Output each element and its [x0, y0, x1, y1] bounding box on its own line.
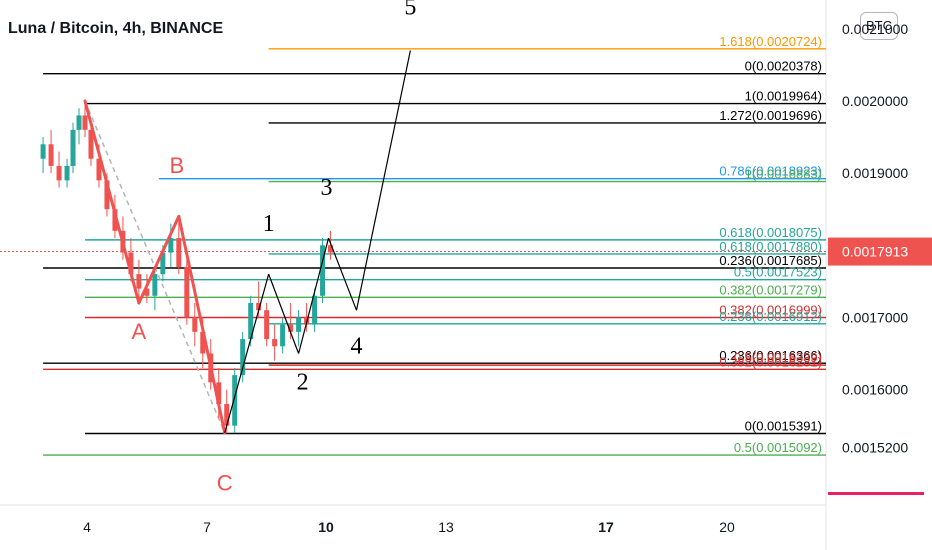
candle-body — [70, 129, 76, 166]
time-axis-tick: 4 — [83, 519, 91, 535]
candle-body — [320, 245, 326, 296]
fib-level-label: 0.236(0.0016366) — [719, 348, 822, 363]
candle-body — [168, 238, 174, 253]
time-axis-tick: 20 — [719, 519, 735, 535]
candle-body — [128, 252, 134, 275]
candle-body — [256, 303, 262, 311]
pattern-line — [137, 214, 181, 305]
wave-line — [355, 50, 411, 311]
candle-body — [76, 115, 82, 130]
fib-level-label: 0.618(0.0018075) — [719, 225, 822, 240]
candle-body — [264, 310, 270, 340]
candle-body — [248, 303, 254, 340]
time-axis-tick: 10 — [318, 519, 334, 535]
fib-level-label: 0.382(0.0017279) — [719, 282, 822, 297]
candle-body — [48, 144, 54, 166]
pattern-label: C — [217, 471, 233, 496]
fib-level-label: 1.272(0.0019696) — [719, 108, 822, 123]
candle-body — [272, 339, 278, 347]
candle-body — [312, 295, 318, 325]
wave-label: 1 — [263, 211, 275, 237]
currency-badge[interactable]: BTC — [860, 12, 898, 40]
candle-body — [232, 375, 238, 426]
candle-body — [136, 274, 142, 289]
pattern-line — [83, 99, 141, 305]
last-price-label: 0.0017913 — [842, 244, 908, 260]
wave-line — [327, 237, 358, 311]
wave-label: 3 — [321, 175, 333, 201]
candle-body — [40, 144, 46, 159]
candle-body — [296, 317, 302, 332]
fib-level-label: 0.5(0.0016339) — [734, 350, 822, 365]
candle-body — [288, 324, 294, 332]
last-price-badge — [828, 237, 932, 266]
fib-level-label: 1.618(0.0020724) — [719, 34, 822, 49]
candle-body — [184, 266, 190, 318]
candle-body — [112, 209, 118, 231]
fib-level-label: 0.236(0.0016912) — [719, 309, 822, 324]
time-axis-tick: 17 — [598, 519, 614, 535]
candle-body — [144, 288, 150, 296]
candle-body — [160, 252, 166, 275]
price-axis-tick: 0.0019000 — [842, 165, 908, 181]
candle-body — [280, 324, 286, 347]
price-axis-tick: 0.0020000 — [842, 93, 908, 109]
axis-marker — [828, 492, 924, 495]
wave-label: 5 — [404, 0, 416, 20]
candle-body — [192, 317, 198, 332]
candle-body — [104, 180, 110, 210]
fib-level-label: 0.236(0.0017685) — [719, 253, 822, 268]
fib-level-label: 0(0.0015391) — [745, 419, 822, 434]
pattern-line — [177, 214, 227, 435]
candle-body — [216, 382, 222, 404]
price-axis-tick: 0.0016000 — [842, 382, 908, 398]
candle-body — [96, 158, 102, 181]
price-axis-tick: 0.0017000 — [842, 309, 908, 325]
wave-label: 2 — [297, 370, 309, 396]
chart-title: Luna / Bitcoin, 4h, BINANCE — [8, 20, 224, 37]
candle-body — [88, 129, 94, 159]
time-axis-tick: 7 — [203, 519, 211, 535]
fib-level-label: 0(0.0020378) — [745, 59, 822, 74]
candle-body — [240, 339, 246, 376]
candle-body — [224, 404, 230, 426]
candle-body — [82, 115, 88, 130]
wave-line — [298, 237, 330, 354]
wave-line — [224, 273, 270, 434]
fib-level-label: 0.786(0.0018923) — [719, 164, 822, 179]
price-axis-tick: 0.0021000 — [842, 21, 908, 37]
time-axis-tick: 13 — [438, 519, 454, 535]
candle-body — [176, 238, 182, 267]
candle-body — [328, 245, 334, 253]
candle-body — [64, 165, 70, 181]
fib-level-label: 1(0.0018883) — [745, 167, 822, 182]
fib-level-label: 0.382(0.0016281) — [719, 354, 822, 369]
fib-level-label: 0.5(0.0017523) — [734, 265, 822, 280]
fib-level-label: 1(0.0019964) — [745, 89, 822, 104]
fib-level-label: 0.5(0.0015092) — [734, 440, 822, 455]
wave-label: 4 — [350, 334, 362, 360]
candle-body — [56, 165, 62, 181]
price-axis-tick: 0.0015200 — [842, 439, 908, 455]
pattern-label: B — [169, 153, 184, 178]
candle-body — [152, 274, 158, 296]
fib-level-label: 0.382(0.0016999) — [719, 303, 822, 318]
candle-body — [200, 331, 206, 354]
wave-line — [268, 273, 300, 354]
pattern-label: A — [132, 319, 147, 344]
fib-level-label: 0.618(0.0017880) — [719, 239, 822, 254]
